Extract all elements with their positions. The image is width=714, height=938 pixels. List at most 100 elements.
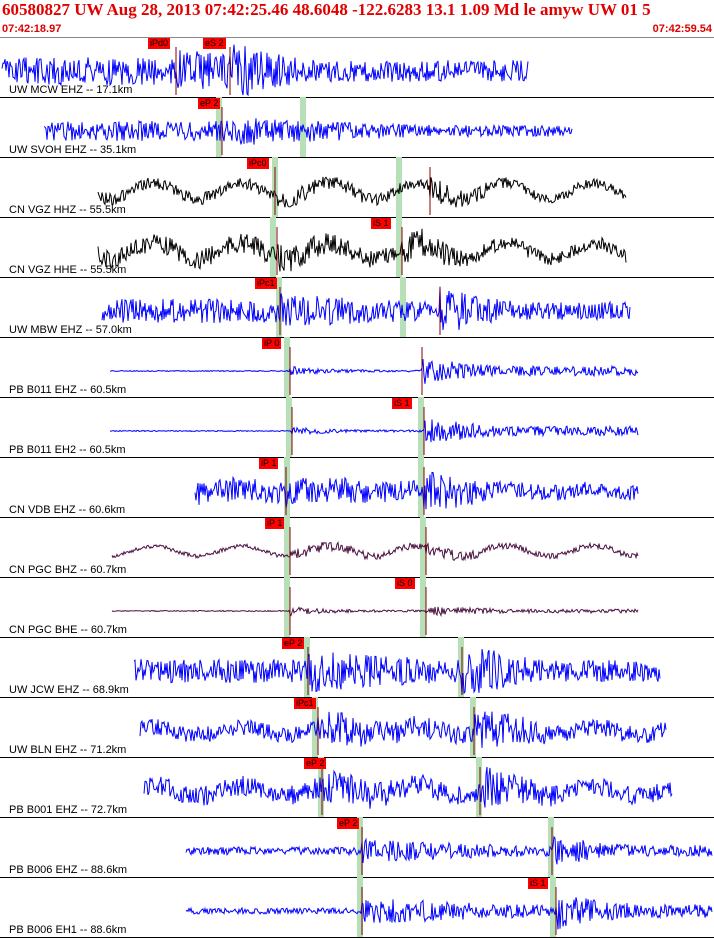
phase-pick-flag[interactable]: iS 0 [395, 578, 415, 589]
station-channel-label: CN VGZ HHE -- 55.5km [9, 264, 127, 276]
trace-row: iS 1 PB B006 EH1 -- 88.6km [0, 877, 714, 938]
waveform-plot [97, 157, 627, 217]
arrival-window-band [357, 877, 363, 937]
station-channel-label: UW BLN EHZ -- 71.2km [9, 744, 127, 756]
arrival-window-band [550, 877, 556, 937]
waveform-line [143, 766, 673, 809]
trace-row: iS 1 PB B011 EH2 -- 60.5km [0, 397, 714, 458]
phase-pick-flag[interactable]: iS 1 [392, 398, 412, 409]
waveform-plot [43, 97, 573, 157]
arrival-window-band [548, 817, 554, 877]
arrival-window-band [284, 517, 290, 577]
waveform-line [109, 419, 639, 443]
waveform-plot [109, 337, 639, 397]
waveform-line [101, 286, 631, 331]
start-time: 07:42:18.97 [2, 23, 62, 35]
waveform-plot [143, 757, 673, 817]
station-channel-label: UW SVOH EHZ -- 35.1km [9, 144, 137, 156]
trace-row: iPc1 UW BLN EHZ -- 71.2km [0, 697, 714, 758]
station-channel-label: UW MBW EHZ -- 57.0km [9, 324, 132, 336]
station-channel-label: PB B011 EH2 -- 60.5km [9, 444, 126, 456]
arrival-window-band [458, 637, 464, 697]
phase-pick-flag[interactable]: iP 0 [262, 338, 282, 349]
phase-pick-flag[interactable]: eP 2 [282, 638, 305, 649]
trace-row: eP 2 UW JCW EHZ -- 68.9km [0, 637, 714, 698]
trace-row: iP 0 PB B011 EHZ -- 60.5km [0, 337, 714, 398]
phase-pick-flag[interactable]: iPc1 [294, 698, 316, 709]
waveform-line [139, 711, 667, 748]
station-channel-label: UW MCW EHZ -- 17.1km [9, 84, 133, 96]
waveform-plot [185, 877, 713, 937]
phase-pick-flag[interactable]: eP 2 [337, 818, 360, 829]
waveform-plot [109, 397, 639, 457]
waveform-plot [133, 637, 661, 697]
waveform-line [133, 649, 661, 696]
phase-pick-flag[interactable]: iS 1 [371, 218, 391, 229]
arrival-window-band [276, 277, 282, 337]
trace-row: iP 1 CN PGC BHZ -- 60.7km [0, 517, 714, 578]
waveform-plot [1, 44, 529, 97]
waveform-line [43, 118, 573, 145]
waveform-line [111, 606, 639, 618]
waveform-line [111, 541, 639, 562]
waveform-plot [194, 457, 639, 517]
waveform-plot [97, 217, 627, 277]
trace-row: eP 2 UW SVOH EHZ -- 35.1km [0, 97, 714, 158]
waveform-line [97, 228, 627, 272]
phase-pick-flag[interactable]: iPc1 [255, 278, 277, 289]
arrival-window-band [284, 457, 290, 517]
seismogram-traces: iPd0 eS 2 UW MCW EHZ -- 17.1km eP 2 UW SVOH … [0, 37, 714, 938]
arrival-window-band [420, 517, 426, 577]
phase-pick-flag[interactable]: eP 2 [198, 98, 221, 109]
arrival-window-band [396, 217, 402, 277]
phase-pick-flag[interactable]: eS 2 [203, 38, 226, 49]
phase-pick-flag[interactable]: iPd0 [148, 38, 171, 49]
station-channel-label: PB B006 EH1 -- 88.6km [9, 924, 127, 936]
waveform-line [194, 472, 639, 510]
trace-row: iPd0 eS 2 UW MCW EHZ -- 17.1km [0, 37, 714, 98]
arrival-window-band [284, 577, 290, 637]
station-channel-label: CN PGC BHE -- 60.7km [9, 624, 127, 636]
phase-pick-flag[interactable]: iPc0 [247, 158, 269, 169]
trace-row: iS 0 CN PGC BHE -- 60.7km [0, 577, 714, 638]
trace-row: iPc1 UW MBW EHZ -- 57.0km [0, 277, 714, 338]
arrival-window-band [470, 697, 476, 757]
waveform-plot [111, 517, 639, 577]
phase-pick-flag[interactable]: eP 2 [304, 758, 327, 769]
waveform-line [185, 897, 713, 930]
trace-row: iPc0 CN VGZ HHZ -- 55.5km [0, 157, 714, 218]
arrival-window-band [400, 277, 406, 337]
waveform-plot [185, 817, 713, 877]
arrival-window-band [357, 817, 363, 877]
trace-row: iP 1 CN VDB EHZ -- 60.6km [0, 457, 714, 518]
station-channel-label: PB B011 EHZ -- 60.5km [9, 384, 127, 396]
waveform-plot [139, 697, 667, 757]
waveform-plot [111, 577, 639, 637]
trace-row: eP 2 PB B006 EHZ -- 88.6km [0, 817, 714, 878]
waveform-line [1, 44, 529, 97]
station-channel-label: PB B001 EHZ -- 72.7km [9, 804, 127, 816]
arrival-window-band [284, 337, 290, 397]
arrival-window-band [396, 157, 402, 217]
station-channel-label: UW JCW EHZ -- 68.9km [9, 684, 129, 696]
station-channel-label: CN VGZ HHZ -- 55.5km [9, 204, 126, 216]
arrival-window-band [418, 457, 424, 517]
waveform-line [109, 359, 639, 384]
end-time: 07:42:59.54 [652, 23, 712, 35]
header: 60580827 UW Aug 28, 2013 07:42:25.46 48.… [0, 0, 714, 38]
phase-pick-flag[interactable]: iP 1 [259, 458, 279, 469]
arrival-window-band [304, 637, 310, 697]
event-title: 60580827 UW Aug 28, 2013 07:42:25.46 48.… [2, 0, 651, 19]
station-channel-label: CN PGC BHZ -- 60.7km [9, 564, 127, 576]
station-channel-label: PB B006 EHZ -- 88.6km [9, 864, 127, 876]
waveform-plot [101, 277, 631, 337]
phase-pick-flag[interactable]: iS 1 [528, 878, 548, 889]
arrival-window-band [418, 397, 424, 457]
waveform-line [97, 176, 627, 208]
arrival-window-band [286, 397, 292, 457]
phase-pick-flag[interactable]: iP 1 [265, 518, 285, 529]
arrival-window-band [420, 577, 426, 637]
waveform-line [185, 835, 713, 865]
trace-row: eP 2 PB B001 EHZ -- 72.7km [0, 757, 714, 818]
station-channel-label: CN VDB EHZ -- 60.6km [9, 504, 126, 516]
